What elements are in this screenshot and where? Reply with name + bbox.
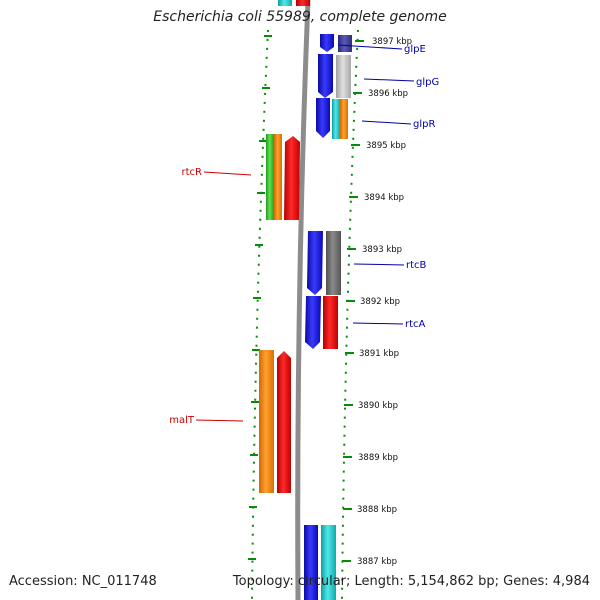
gene-glpE-navy [338, 35, 352, 52]
gene-labels-right [337, 44, 415, 325]
tick-label: 3888 kbp [357, 505, 397, 515]
tick-label: 3895 kbp [366, 141, 406, 151]
gene-glpR-blue [316, 98, 330, 138]
gene-rtcB-blue [307, 231, 323, 295]
gene-glpR-orange [340, 99, 348, 139]
axis-ticks [342, 40, 364, 562]
gene-malT-orange [259, 350, 274, 493]
gene-rtcR-orange [274, 134, 282, 220]
tick-label: 3897 kbp [372, 37, 412, 47]
left-ruler-ticks [248, 35, 272, 560]
gene-label-malT[interactable]: malT [169, 415, 195, 426]
gene-rtcB-gray [326, 231, 341, 295]
tick-label: 3890 kbp [358, 401, 398, 411]
gene-bottom-blue [304, 525, 318, 600]
gene-glpR-cyan [332, 99, 340, 139]
gene-top-red [296, 0, 310, 6]
gene-rtcR-green [266, 134, 274, 220]
tick-label: 3889 kbp [358, 453, 398, 463]
right-ruler [341, 29, 359, 600]
gene-glpG-blue [318, 54, 333, 98]
gene-label-glpG[interactable]: glpG [416, 77, 439, 88]
gene-glpE-blue [320, 34, 334, 52]
map-title: Escherichia coli 55989, complete genome [153, 9, 447, 25]
gene-label-rtcA[interactable]: rtcA [405, 319, 426, 330]
gene-malT-red [277, 351, 291, 493]
genome-summary-text: Topology: circular; Length: 5,154,862 bp… [232, 574, 590, 589]
gene-glpG-gray [336, 55, 351, 98]
tick-label: 3894 kbp [364, 193, 404, 203]
accession-text: Accession: NC_011748 [9, 574, 157, 589]
tick-label: 3892 kbp [360, 297, 400, 307]
left-ruler [251, 29, 269, 600]
gene-label-rtcB[interactable]: rtcB [406, 260, 427, 271]
gene-top-cyan [278, 0, 292, 6]
tick-label: 3893 kbp [362, 245, 402, 255]
gene-rtcA-blue [305, 296, 321, 349]
genome-backbone [295, 0, 311, 600]
gene-label-glpE[interactable]: glpE [404, 44, 426, 55]
tick-label: 3887 kbp [357, 557, 397, 567]
axis-tick-labels: 3897 kbp 3896 kbp 3895 kbp 3894 kbp 3893… [357, 37, 412, 567]
gene-bottom-cyan [321, 525, 336, 600]
gene-label-glpR[interactable]: glpR [413, 119, 435, 130]
gene-rtcA-red [323, 296, 338, 349]
gene-rtcR-red [284, 136, 300, 220]
tick-label: 3891 kbp [359, 349, 399, 359]
tick-label: 3896 kbp [368, 89, 408, 99]
gene-labels-left [195, 171, 252, 422]
gene-label-rtcR[interactable]: rtcR [182, 167, 203, 178]
